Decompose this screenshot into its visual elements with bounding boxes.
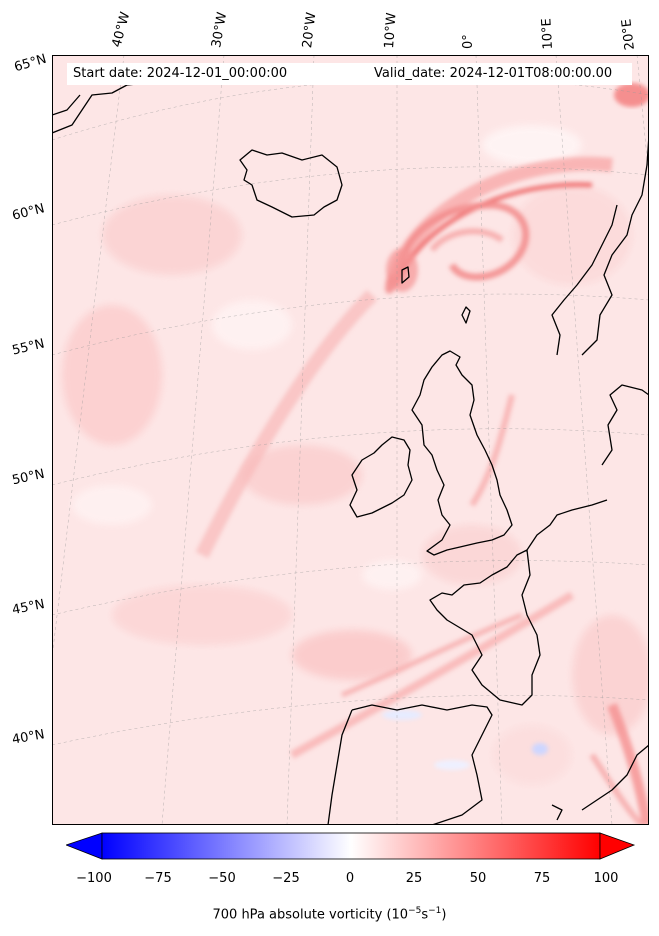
colorbar xyxy=(66,832,636,860)
lat-label-50n: 50°N xyxy=(10,466,46,489)
lat-label-60n: 60°N xyxy=(10,201,47,224)
map-plot-area xyxy=(52,55,649,825)
lon-label-10e: 10°E xyxy=(539,17,556,50)
lon-label-40w: 40°W xyxy=(109,10,134,49)
colorbar-tick: −50 xyxy=(208,871,236,886)
lat-label-40n: 40°N xyxy=(10,727,46,748)
colorbar-tick: 0 xyxy=(345,871,355,886)
colorbar-tick: −100 xyxy=(76,871,112,886)
valid-date-label: Valid_date: 2024-12-01T08:00:00.00 xyxy=(374,66,613,81)
header-strip xyxy=(67,63,632,85)
colorbar-tick: 25 xyxy=(405,871,423,886)
lon-label-20e: 20°E xyxy=(619,17,638,51)
lon-label-0: 0° xyxy=(461,34,476,49)
colorbar-tick: 75 xyxy=(533,871,551,886)
colorbar-tick: −75 xyxy=(144,871,172,886)
colorbar-tick: −25 xyxy=(272,871,300,886)
lon-label-30w: 30°W xyxy=(209,11,231,50)
lon-label-10w: 10°W xyxy=(382,12,400,49)
lon-label-20w: 20°W xyxy=(300,11,320,50)
lat-label-45n: 45°N xyxy=(10,597,46,618)
start-date-label: Start date: 2024-12-01_00:00:00 xyxy=(73,66,288,81)
colorbar-max-extend xyxy=(599,832,636,860)
lat-label-65n: 65°N xyxy=(12,51,49,76)
colorbar-tick: 50 xyxy=(469,871,487,886)
lat-label-55n: 55°N xyxy=(10,336,47,359)
colorbar-label: 700 hPa absolute vorticity (10−5s−1) xyxy=(212,906,447,923)
colorbar-min-extend xyxy=(66,832,103,860)
vorticity-map xyxy=(52,55,649,825)
colorbar-tick: 100 xyxy=(593,871,619,886)
